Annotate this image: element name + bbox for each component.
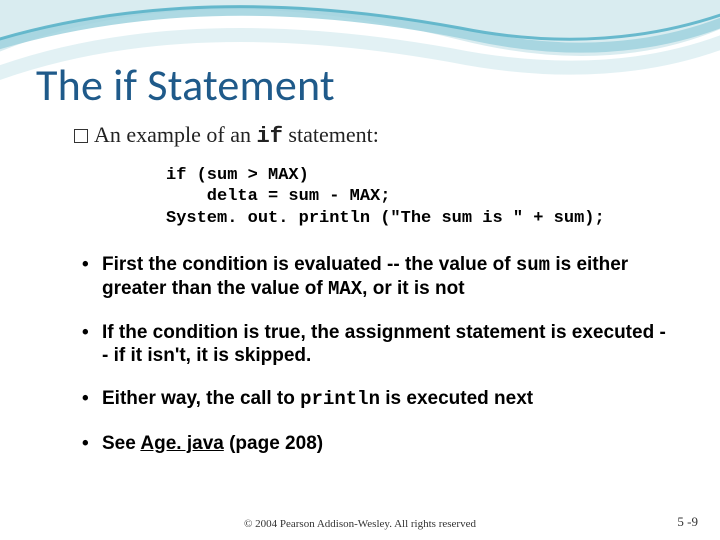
- bullet-item: Either way, the call to println is execu…: [102, 387, 680, 411]
- bullet-code: MAX: [328, 278, 362, 300]
- code-line-2: delta = sum - MAX;: [166, 187, 390, 206]
- bullet-item: See Age. java (page 208): [102, 432, 680, 455]
- bullet-code: sum: [516, 254, 550, 276]
- code-line-1: if (sum > MAX): [166, 166, 309, 185]
- bullet-text: If the condition is true, the assignment…: [102, 322, 666, 366]
- bullet-text: See: [102, 433, 140, 454]
- bullet-text: First the condition is evaluated -- the …: [102, 254, 516, 275]
- page-number: 5 -9: [677, 514, 698, 530]
- slide-content: The if Statement An example of an if sta…: [0, 0, 720, 455]
- bullet-item: If the condition is true, the assignment…: [102, 321, 680, 367]
- subtitle-code: if: [257, 124, 283, 149]
- bullet-item: First the condition is evaluated -- the …: [102, 253, 680, 301]
- reference-link[interactable]: Age. java: [140, 433, 223, 454]
- bullet-text: (page 208): [224, 433, 323, 454]
- subtitle-suffix: statement:: [283, 122, 379, 147]
- footer-copyright: © 2004 Pearson Addison-Wesley. All right…: [0, 518, 720, 530]
- subtitle-row: An example of an if statement:: [36, 122, 680, 149]
- subtitle-text: An example of an if statement:: [94, 122, 379, 149]
- bullet-text: is executed next: [380, 388, 533, 409]
- slide-title: The if Statement: [36, 58, 680, 112]
- code-example: if (sum > MAX) delta = sum - MAX; System…: [36, 165, 680, 229]
- bullet-text: Either way, the call to: [102, 388, 300, 409]
- subtitle-prefix: An example of an: [94, 122, 257, 147]
- bullet-code: println: [300, 388, 380, 410]
- bullet-text: , or it is not: [362, 278, 464, 299]
- bullet-box-icon: [74, 129, 88, 143]
- code-line-3: System. out. println ("The sum is " + su…: [166, 209, 605, 228]
- bullet-list: First the condition is evaluated -- the …: [36, 253, 680, 455]
